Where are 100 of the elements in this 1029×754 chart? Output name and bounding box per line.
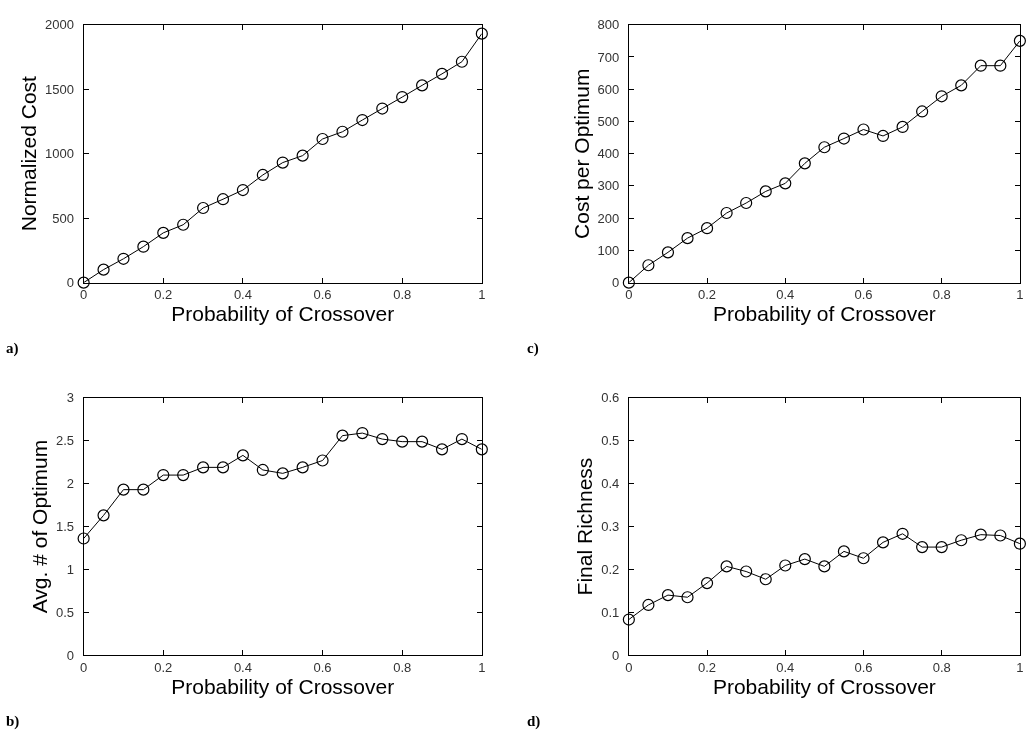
point [700, 576, 714, 590]
point [916, 105, 929, 118]
y-tick-label: 0.2 [601, 561, 620, 577]
text: c) [527, 340, 539, 357]
point [818, 560, 831, 573]
point [197, 201, 210, 215]
point [177, 468, 190, 482]
point [336, 125, 349, 138]
point [157, 468, 170, 482]
y-tick-label: 0.3 [601, 519, 620, 535]
point [935, 90, 948, 103]
y-tick-label: 0.5 [601, 433, 620, 449]
y-axis-title: Normalized Cost [17, 75, 41, 232]
point [256, 463, 269, 477]
y-tick-label: 800 [597, 17, 620, 33]
point [700, 222, 714, 235]
y-tick-label: 700 [597, 49, 620, 65]
point [857, 552, 870, 565]
point [974, 528, 987, 541]
x-tick-label: 0 [80, 287, 88, 303]
point [1013, 34, 1026, 47]
point [974, 59, 987, 72]
point [435, 67, 449, 80]
x-tick-label: 0 [80, 659, 88, 675]
point [336, 429, 349, 442]
x-tick-label: 0.2 [154, 659, 173, 675]
point [177, 218, 190, 231]
point [955, 79, 968, 92]
y-tick-label: 100 [597, 242, 620, 258]
point [759, 185, 772, 198]
point [818, 141, 831, 154]
point [276, 467, 289, 480]
y-tick-label: 500 [52, 210, 75, 226]
y-tick-label: 0.5 [55, 604, 75, 620]
point [236, 183, 250, 197]
x-axis-title: Probability of Crossover [712, 674, 936, 698]
point [798, 157, 811, 170]
x-tick-label: 0.4 [233, 659, 252, 675]
point [216, 461, 230, 474]
point [955, 534, 968, 547]
point [77, 532, 90, 545]
point [1013, 537, 1026, 550]
point [137, 483, 150, 496]
point [455, 432, 469, 446]
y-tick-label: 0 [612, 647, 620, 663]
x-tick-label: 0 [625, 287, 633, 303]
point [475, 27, 488, 40]
y-tick-label: 0 [66, 275, 75, 291]
x-tick-label: 1 [1016, 287, 1024, 303]
x-tick-label: 0.2 [698, 287, 717, 303]
x-tick-label: 0.8 [393, 287, 412, 303]
x-tick-label: 0.4 [776, 287, 795, 303]
point [876, 129, 890, 143]
y-tick-label: 0 [66, 647, 75, 663]
point [642, 598, 655, 612]
text: b) [6, 713, 20, 730]
point [276, 156, 289, 169]
x-tick-label: 0.8 [932, 287, 951, 303]
point [356, 113, 369, 127]
point [475, 443, 488, 456]
point [117, 252, 130, 265]
y-tick-label: 500 [597, 114, 620, 130]
y-tick-label: 0 [612, 275, 620, 291]
y-tick-label: 2000 [45, 17, 75, 33]
point [236, 449, 250, 462]
x-tick-label: 0.4 [233, 287, 252, 303]
x-tick-label: 0.2 [698, 659, 717, 675]
y-axis-title: Avg. # of Optimum [28, 439, 52, 614]
point [837, 545, 851, 558]
point [455, 55, 469, 68]
point [720, 206, 733, 220]
point [896, 527, 909, 540]
x-tick-label: 0.6 [313, 659, 332, 675]
point [356, 426, 369, 440]
y-tick-label: 2 [66, 476, 75, 492]
point [935, 540, 948, 554]
x-tick-label: 0.6 [854, 659, 873, 675]
text: a) [6, 340, 19, 357]
y-axis-title: Final Richness [573, 457, 597, 596]
y-tick-label: 1500 [45, 81, 75, 97]
y-tick-label: 400 [597, 146, 620, 162]
point [296, 149, 309, 162]
point [77, 276, 90, 289]
x-tick-label: 0.2 [154, 287, 173, 303]
y-tick-label: 200 [597, 210, 620, 226]
x-tick-label: 0.8 [393, 659, 412, 675]
y-tick-label: 600 [597, 81, 620, 97]
point [97, 509, 110, 522]
point [661, 246, 675, 259]
point [857, 123, 870, 136]
x-axis-title: Probability of Crossover [171, 674, 395, 698]
point [376, 102, 389, 115]
point [759, 573, 772, 586]
point [779, 177, 792, 190]
point [416, 79, 429, 92]
point [720, 560, 733, 573]
x-tick-label: 1 [478, 287, 486, 303]
point [622, 613, 635, 626]
y-tick-label: 2.5 [55, 433, 75, 449]
x-tick-label: 0.8 [932, 659, 951, 675]
